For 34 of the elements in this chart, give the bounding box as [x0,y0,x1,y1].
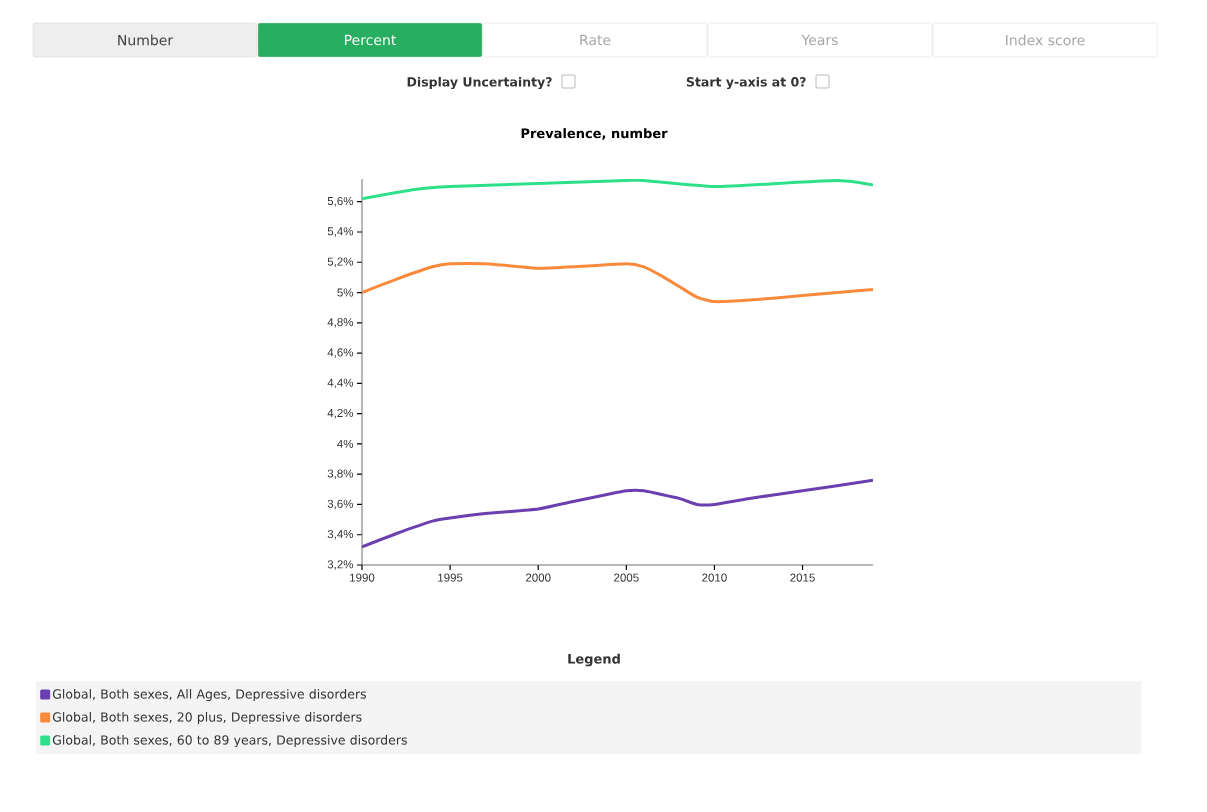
text: Number [118,34,174,46]
text: Index score [1006,34,1085,46]
y-tick-label: 3,2% [327,560,354,570]
text: Years [801,34,838,46]
x-tick-label: 2015 [790,573,815,582]
y-tick-label: 4,2% [327,408,354,419]
line-series [362,179,873,201]
x-tick-label: 2010 [702,573,727,582]
legend-label: Global, Both sexes, 20 plus, Depressive disorders [52,712,362,725]
y-tick-label: 4,8% [327,318,354,328]
y-tick-label: 3,4% [327,529,354,540]
text: Rate [580,34,611,46]
y-tick-label: 5% [337,288,354,297]
y-tick-label: 5,6% [327,196,354,207]
text: Display Uncertainty? [407,76,552,90]
y-tick-label: 4,6% [327,348,354,358]
text: Percent [345,34,397,46]
line-series [362,262,873,304]
legend-label: Global, Both sexes, 60 to 89 years, Depressive disorders [52,735,407,748]
x-tick-label: 1990 [350,573,375,582]
chart-title: Prevalence, number [521,128,668,140]
y-tick-label: 4,4% [327,378,354,389]
text: Start y-axis at 0? [686,76,806,90]
line-series [362,478,873,549]
legend-title: Legend [568,653,620,667]
y-tick-label: 3,6% [327,499,354,510]
y-tick-label: 4% [337,439,354,448]
legend-label: Global, Both sexes, All Ages, Depressive disorders [52,689,366,702]
y-tick-label: 5,4% [327,227,354,237]
x-tick-label: 2005 [614,573,639,582]
x-tick-label: 2000 [526,573,551,582]
y-tick-label: 5,2% [327,257,354,268]
y-tick-label: 3,8% [327,469,354,479]
x-tick-label: 1995 [438,573,463,582]
